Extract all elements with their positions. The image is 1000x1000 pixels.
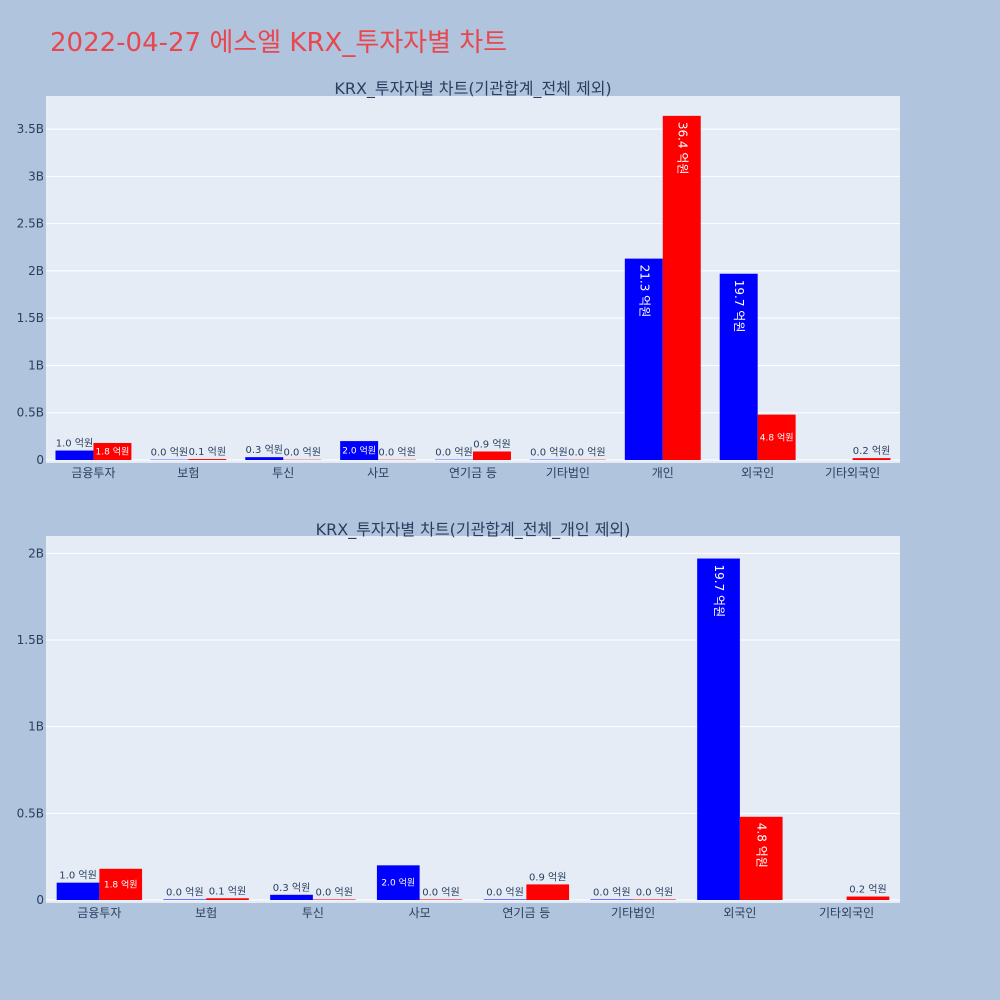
x-tick-label: 보험 <box>195 906 217 920</box>
data-label: 36.4 억원 <box>675 122 689 175</box>
bar-series-2 <box>206 898 249 900</box>
page-title: 2022-04-27 에스엘 KRX_투자자별 차트 <box>50 28 508 58</box>
bar-series-2 <box>526 884 570 900</box>
bar-series-1 <box>55 450 94 460</box>
bar-series-1 <box>56 882 100 900</box>
y-tick-label: 3B <box>28 169 44 183</box>
data-label: 2.0 억원 <box>381 877 415 889</box>
data-label: 0.1 억원 <box>189 446 226 458</box>
bar-series-2 <box>739 816 783 900</box>
y-tick-label: 3.5B <box>17 122 44 136</box>
bar-series-1 <box>163 899 207 900</box>
data-label: 0.2 억원 <box>853 445 890 457</box>
data-label: 0.0 억원 <box>166 886 203 898</box>
x-tick-label: 기타법인 <box>611 906 655 920</box>
data-label: 0.0 억원 <box>378 447 415 459</box>
y-tick-label: 2B <box>28 264 44 278</box>
data-label: 0.0 억원 <box>530 447 567 459</box>
bar-series-1 <box>376 865 420 900</box>
bar-series-1 <box>483 899 527 900</box>
y-tick-label: 0 <box>36 453 44 467</box>
x-tick-label: 기타법인 <box>546 466 590 480</box>
data-label: 1.0 억원 <box>56 438 93 450</box>
chart-title: KRX_투자자별 차트(기관합계_전체_개인 제외) <box>316 520 631 540</box>
bar-series-2 <box>188 459 227 460</box>
x-tick-label: 기타외국인 <box>825 466 880 480</box>
data-label: 0.0 억원 <box>151 447 188 459</box>
y-tick-label: 1.5B <box>17 311 44 325</box>
chart-title: KRX_투자자별 차트(기관합계_전체 제외) <box>334 79 611 99</box>
bar-series-1 <box>719 273 758 460</box>
data-label: 0.2 억원 <box>849 884 886 896</box>
data-label: 0.0 억원 <box>593 886 630 898</box>
data-label: 0.0 억원 <box>283 447 320 459</box>
data-label: 0.0 억원 <box>636 886 673 898</box>
data-label: 19.7 억원 <box>732 280 746 333</box>
bar-series-2 <box>846 896 890 900</box>
bar-series-2 <box>93 442 132 460</box>
data-label: 4.8 억원 <box>760 431 794 443</box>
x-tick-label: 사모 <box>409 906 431 920</box>
bar-series-2 <box>757 414 796 460</box>
y-tick-label: 0.5B <box>17 806 44 820</box>
chart-2: 0 0.5B 1B 1.5B 2B KRX_투자자별 차트(기관합계_전체_개인 제외) 금… <box>17 520 900 920</box>
bar-series-2 <box>852 458 891 460</box>
y-tick-label: 0.5B <box>17 406 44 420</box>
y-tick-label: 1.5B <box>17 633 44 647</box>
data-label: 0.9 억원 <box>529 871 566 883</box>
data-label: 0.0 억원 <box>486 886 523 898</box>
x-tick-label: 사모 <box>367 466 389 480</box>
bar-series-1 <box>697 558 740 900</box>
data-label: 0.0 억원 <box>422 886 459 898</box>
bar-series-1 <box>270 894 313 900</box>
bar-series-2 <box>662 115 701 460</box>
bar-series-2 <box>312 899 356 900</box>
x-tick-label: 투신 <box>302 906 324 920</box>
x-tick-label: 투신 <box>272 466 294 480</box>
data-label: 0.0 억원 <box>315 886 352 898</box>
x-tick-label: 기타외국인 <box>819 906 874 920</box>
data-label: 0.3 억원 <box>246 444 283 456</box>
bar-series-2 <box>99 868 143 900</box>
y-tick-label: 1B <box>28 720 44 734</box>
data-label: 21.3 억원 <box>637 265 651 318</box>
data-label: 1.8 억원 <box>104 878 138 890</box>
y-tick-label: 1B <box>28 358 44 372</box>
data-label: 0.1 억원 <box>209 885 246 897</box>
y-tick-label: 0 <box>36 893 44 907</box>
data-label: 19.7 억원 <box>712 565 726 618</box>
x-tick-label: 연기금 등 <box>449 466 497 480</box>
y-tick-label: 2.5B <box>17 217 44 231</box>
bar-series-2 <box>419 899 463 900</box>
x-tick-label: 금융투자 <box>71 466 115 480</box>
bar-series-2 <box>473 451 511 460</box>
data-label: 4.8 억원 <box>755 823 769 868</box>
x-tick-label: 보험 <box>177 466 199 480</box>
data-label: 0.0 억원 <box>568 447 605 459</box>
x-tick-label: 금융투자 <box>77 906 121 920</box>
bar-series-1 <box>340 441 379 460</box>
x-tick-label: 외국인 <box>723 906 756 920</box>
data-label: 0.3 억원 <box>273 882 310 894</box>
bar-series-2 <box>633 899 676 900</box>
x-tick-label: 연기금 등 <box>502 906 550 920</box>
data-label: 1.8 억원 <box>96 445 130 457</box>
data-label: 0.0 억원 <box>435 447 472 459</box>
bar-series-1 <box>245 457 284 460</box>
x-tick-label: 개인 <box>652 466 674 480</box>
data-label: 2.0 억원 <box>342 445 376 457</box>
chart-1: 0 0.5B 1B 1.5B 2B 2.5B 3B 3.5B KRX_투자자별 차트(기관합계_… <box>17 79 900 480</box>
data-label: 1.0 억원 <box>59 870 96 882</box>
bar-series-1 <box>590 899 634 900</box>
data-label: 0.9 억원 <box>473 438 510 450</box>
y-tick-label: 2B <box>28 546 44 560</box>
bar-series-1 <box>624 258 663 460</box>
x-tick-label: 외국인 <box>741 466 774 480</box>
plot-area <box>46 96 900 463</box>
